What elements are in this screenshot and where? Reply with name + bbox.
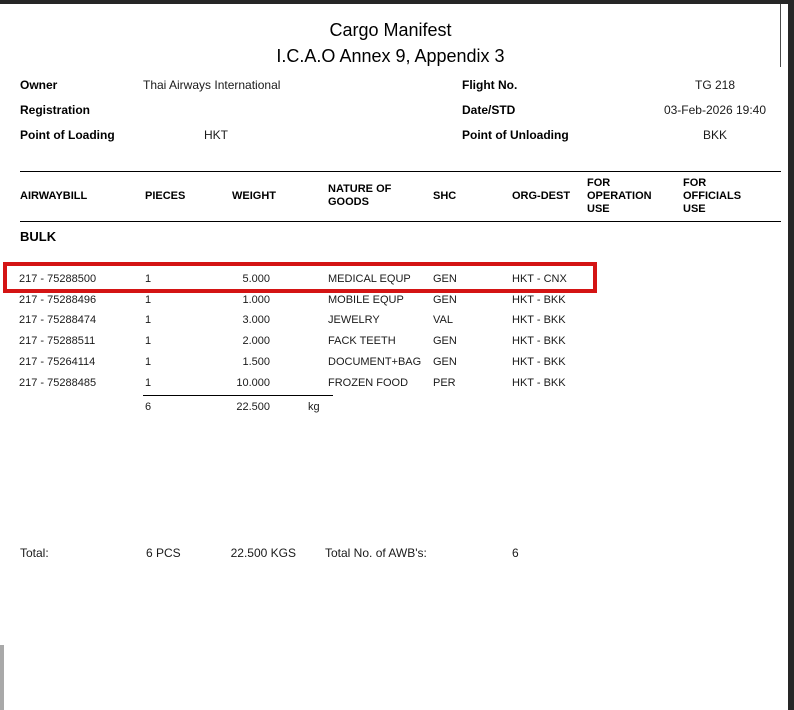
table-row: 217 - 75288496 1 1.000 MOBILE EQUP GEN H… — [0, 290, 781, 311]
cell-airwaybill: 217 - 75288474 — [19, 314, 97, 326]
table-row: 217 - 75288500 1 5.000 MEDICAL EQUP GEN … — [0, 269, 781, 290]
column-header-weight: WEIGHT — [232, 189, 276, 202]
owner-value: Thai Airways International — [143, 78, 281, 92]
cell-nature-of-goods: MEDICAL EQUP — [328, 273, 411, 285]
column-header-for-officials-use: FOR OFFICIALS USE — [683, 176, 742, 215]
bulk-section-label: BULK — [20, 229, 57, 244]
cell-shc: VAL — [433, 314, 453, 326]
cell-weight: 10.000 — [236, 377, 270, 389]
flight-no-label: Flight No. — [462, 78, 518, 92]
table-row: 217 - 75288511 1 2.000 FACK TEETH GEN HK… — [0, 331, 781, 352]
point-of-unloading-label: Point of Unloading — [462, 128, 569, 142]
cell-pieces: 1 — [145, 294, 152, 306]
point-of-loading-value: HKT — [204, 128, 228, 142]
cell-weight: 3.000 — [242, 314, 270, 326]
cell-org-dest: HKT - BKK — [512, 335, 566, 347]
subtotal-row: 6 22.500 kg — [0, 397, 781, 418]
owner-label: Owner — [20, 78, 58, 92]
column-header-for-operation-use: FOR OPERATION USE — [587, 176, 652, 215]
total-weight: 22.500 KGS — [230, 546, 296, 560]
point-of-loading-label: Point of Loading — [20, 128, 115, 142]
cell-org-dest: HKT - BKK — [512, 314, 566, 326]
date-std-label: Date/STD — [462, 103, 516, 117]
cell-org-dest: HKT - BKK — [512, 294, 566, 306]
flight-no-value: TG 218 — [694, 78, 736, 92]
cell-airwaybill: 217 - 75288485 — [19, 377, 97, 389]
document-title: Cargo Manifest — [329, 20, 452, 40]
date-std-value: 03-Feb-2026 19:40 — [663, 103, 767, 117]
total-pieces: 6 PCS — [146, 546, 181, 560]
point-of-unloading-value: BKK — [702, 128, 727, 142]
cell-pieces: 1 — [145, 314, 152, 326]
cell-org-dest: HKT - CNX — [512, 273, 567, 285]
cell-airwaybill: 217 - 75288496 — [19, 294, 97, 306]
table-header-top-rule — [20, 171, 781, 172]
cell-nature-of-goods: MOBILE EQUP — [328, 294, 404, 306]
registration-label: Registration — [20, 103, 91, 117]
cell-weight: 1.500 — [242, 356, 270, 368]
page-edge-line — [780, 4, 781, 67]
cell-nature-of-goods: FROZEN FOOD — [328, 377, 409, 389]
screenshot-left-edge-strip — [0, 645, 4, 710]
cell-airwaybill: 217 - 75288500 — [19, 273, 97, 285]
table-row: 217 - 75288474 1 3.000 JEWELRY VAL HKT -… — [0, 310, 781, 331]
cell-nature-of-goods: FACK TEETH — [328, 335, 396, 347]
cell-org-dest: HKT - BKK — [512, 356, 566, 368]
screenshot-right-edge — [788, 0, 794, 710]
cell-org-dest: HKT - BKK — [512, 377, 566, 389]
subtotal-weight: 22.500 — [236, 401, 270, 413]
subtotal-rule — [143, 395, 333, 396]
total-label: Total: — [20, 546, 49, 560]
subtotal-unit: kg — [308, 401, 320, 413]
cell-shc: GEN — [433, 356, 457, 368]
subtotal-pieces: 6 — [145, 401, 152, 413]
column-header-nature-of-goods: NATURE OF GOODS — [328, 183, 392, 208]
cell-shc: PER — [433, 377, 456, 389]
cell-nature-of-goods: DOCUMENT+BAG — [328, 356, 422, 368]
cell-airwaybill: 217 - 75264114 — [19, 356, 96, 368]
cell-pieces: 1 — [145, 356, 152, 368]
cell-pieces: 1 — [145, 273, 152, 285]
cell-weight: 5.000 — [242, 273, 270, 285]
document-subtitle: I.C.A.O Annex 9, Appendix 3 — [276, 46, 505, 66]
total-awb-count: 6 — [512, 546, 519, 560]
cell-airwaybill: 217 - 75288511 — [19, 335, 96, 347]
cell-nature-of-goods: JEWELRY — [328, 314, 380, 326]
highlight-box — [3, 262, 597, 293]
total-awb-count-label: Total No. of AWB's: — [325, 546, 427, 560]
table-row: 217 - 75288485 1 10.000 FROZEN FOOD PER … — [0, 373, 781, 394]
cell-weight: 1.000 — [242, 294, 270, 306]
column-header-airwaybill: AIRWAYBILL — [20, 189, 88, 202]
cell-shc: GEN — [433, 273, 457, 285]
table-row: 217 - 75264114 1 1.500 DOCUMENT+BAG GEN … — [0, 352, 781, 373]
cell-shc: GEN — [433, 335, 457, 347]
table-header-bottom-rule — [20, 221, 781, 222]
column-header-org-dest: ORG-DEST — [512, 189, 571, 202]
cell-shc: GEN — [433, 294, 457, 306]
cell-pieces: 1 — [145, 335, 152, 347]
screenshot-top-edge — [0, 0, 794, 4]
totals-row: Total: 6 PCS 22.500 KGS Total No. of AWB… — [0, 545, 781, 561]
column-header-shc: SHC — [433, 189, 457, 202]
cell-weight: 2.000 — [242, 335, 270, 347]
cell-pieces: 1 — [145, 377, 152, 389]
column-header-pieces: PIECES — [145, 189, 186, 202]
